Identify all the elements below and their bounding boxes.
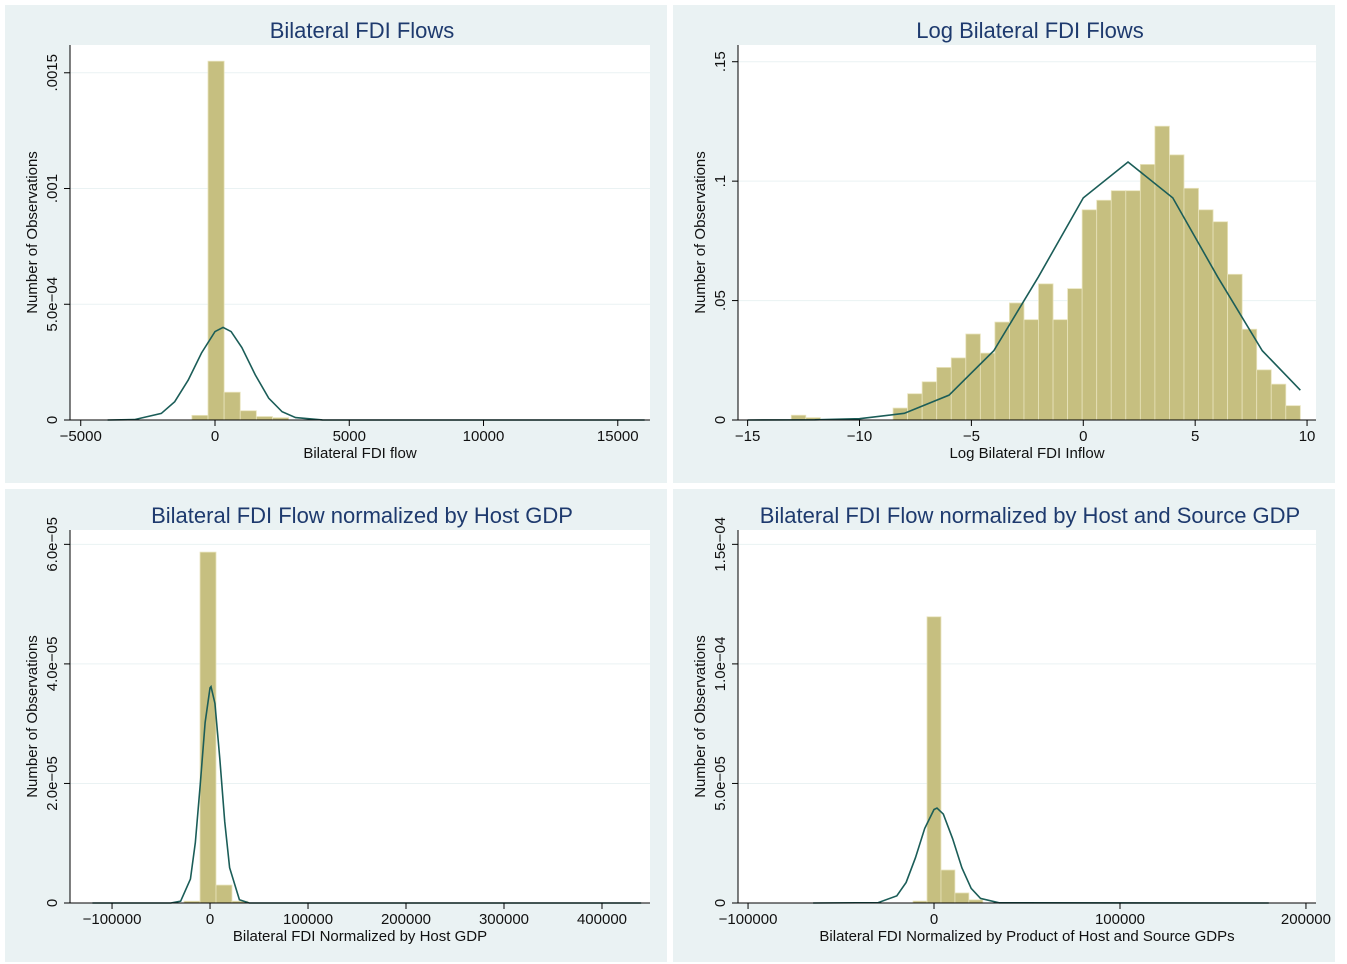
x-axis-label: Bilateral FDI Normalized by Host GDP	[233, 928, 487, 945]
bar	[979, 352, 996, 421]
x-tick-label: 5000	[333, 428, 366, 445]
panel-title: Log Bilateral FDI Flows	[916, 18, 1143, 43]
y-tick-label: 0	[44, 899, 61, 907]
y-tick-label: 5.0e−04	[44, 277, 61, 332]
bar	[1241, 328, 1258, 421]
y-tick-label: .1	[712, 175, 729, 188]
x-tick-label: 5	[1191, 428, 1199, 445]
panel-title: Bilateral FDI Flows	[270, 18, 455, 43]
bar	[1169, 154, 1185, 421]
x-tick-label: 0	[206, 911, 214, 928]
bar	[1096, 199, 1112, 421]
bar	[239, 410, 257, 421]
bar	[1154, 125, 1170, 421]
panel-title: Bilateral FDI Flow normalized by Host an…	[760, 503, 1300, 528]
x-tick-label: −10	[847, 428, 872, 445]
bar	[1038, 283, 1054, 421]
bar	[191, 414, 209, 421]
x-tick-label: 15000	[597, 428, 639, 445]
bar	[1285, 405, 1301, 421]
x-tick-label: 200000	[1281, 911, 1331, 928]
y-tick-label: 1.0e−04	[712, 637, 729, 692]
y-tick-label: 2.0e−05	[44, 756, 61, 811]
bar	[1110, 190, 1127, 421]
y-tick-label: 1.5e−04	[712, 517, 729, 572]
y-tick-label: .05	[712, 290, 729, 311]
bar	[223, 391, 241, 421]
y-tick-label: .001	[44, 174, 61, 203]
x-tick-label: 100000	[1095, 911, 1145, 928]
x-tick-label: 0	[930, 911, 938, 928]
y-tick-label: .0015	[44, 54, 61, 92]
bar	[950, 357, 967, 421]
y-tick-label: 5.0e−05	[712, 756, 729, 811]
x-tick-label: −5	[963, 428, 980, 445]
bar	[199, 551, 217, 904]
bar	[1139, 164, 1156, 421]
x-tick-label: −5000	[60, 428, 102, 445]
x-tick-label: 300000	[479, 911, 529, 928]
bar	[926, 616, 942, 904]
x-tick-label: 10000	[463, 428, 505, 445]
y-tick-label: .15	[712, 51, 729, 72]
bar	[940, 869, 956, 904]
y-tick-label: 4.0e−05	[44, 637, 61, 692]
y-axis-label: Number of Observations	[24, 151, 41, 314]
bar	[1270, 383, 1287, 421]
x-tick-label: 10	[1299, 428, 1316, 445]
x-axis-label: Bilateral FDI flow	[303, 445, 417, 462]
x-tick-label: 200000	[381, 911, 431, 928]
plot-area	[70, 530, 650, 903]
bar	[1052, 319, 1069, 421]
bar	[215, 884, 233, 904]
panel-title: Bilateral FDI Flow normalized by Host GD…	[151, 503, 573, 528]
bar	[207, 60, 225, 421]
y-tick-label: 6.0e−05	[44, 517, 61, 572]
density-curve	[747, 161, 1301, 421]
density-curve	[92, 684, 642, 904]
x-axis-label: Log Bilateral FDI Inflow	[949, 445, 1104, 462]
x-axis-label: Bilateral FDI Normalized by Product of H…	[819, 928, 1234, 945]
x-tick-label: 100000	[283, 911, 333, 928]
x-tick-label: −100000	[719, 911, 778, 928]
bar	[1212, 221, 1229, 421]
bar	[1081, 209, 1098, 421]
y-axis-label: Number of Observations	[692, 151, 709, 314]
bar	[1183, 187, 1199, 421]
bar	[936, 367, 952, 421]
bar	[1198, 209, 1214, 421]
x-tick-label: 0	[1079, 428, 1087, 445]
plot-area	[70, 45, 650, 420]
bar	[1125, 190, 1141, 421]
x-tick-label: 400000	[577, 911, 627, 928]
bar	[1067, 288, 1083, 421]
x-tick-label: 0	[211, 428, 219, 445]
y-axis-label: Number of Observations	[24, 635, 41, 798]
bar	[1023, 319, 1039, 421]
plot-area	[738, 530, 1316, 903]
density-curve	[813, 807, 1269, 904]
y-tick-label: 0	[712, 899, 729, 907]
x-tick-label: −15	[735, 428, 760, 445]
y-tick-label: 0	[712, 416, 729, 424]
x-tick-label: −100000	[83, 911, 142, 928]
y-axis-label: Number of Observations	[692, 635, 709, 798]
bar	[954, 892, 970, 904]
bar	[1256, 369, 1272, 421]
y-tick-label: 0	[44, 416, 61, 424]
bar	[255, 416, 273, 421]
